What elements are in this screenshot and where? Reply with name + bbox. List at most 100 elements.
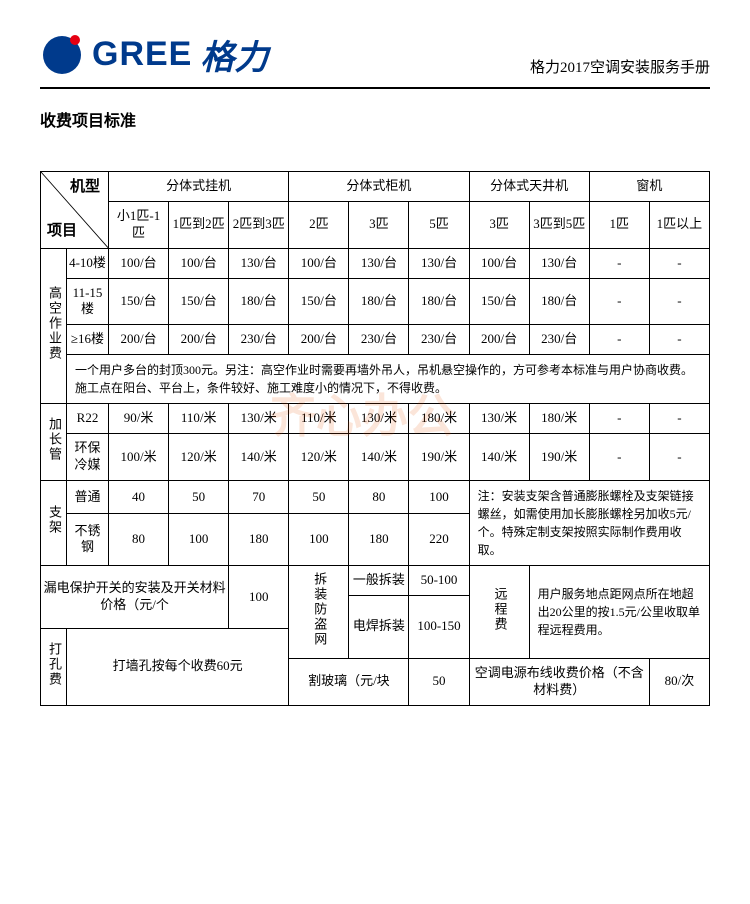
cell: 230/台 (349, 325, 409, 355)
cell: 120/米 (169, 434, 229, 481)
cell: 190/米 (409, 434, 469, 481)
sub-header: 2匹到3匹 (229, 201, 289, 248)
zhijia-note: 注：安装支架含普通膨胀螺栓及支架链接螺丝，如需使用加长膨胀螺栓另加收5元/个。特… (469, 480, 709, 565)
cell: 130/台 (529, 248, 589, 278)
corner-cell: 机型 项目 (41, 172, 109, 249)
cell: 40 (109, 480, 169, 513)
page-header: GREE 格力 格力2017空调安装服务手册 (40, 30, 710, 89)
cell: 130/米 (229, 404, 289, 434)
sub-label: 普通 (67, 480, 109, 513)
sub-header: 3匹 (469, 201, 529, 248)
sub-label: 11-15楼 (67, 278, 109, 325)
cell: 130/台 (229, 248, 289, 278)
corner-top: 机型 (70, 178, 100, 198)
cell: 180/台 (409, 278, 469, 325)
dakong-note: 打墙孔按每个收费60元 (67, 629, 289, 705)
pricing-table: 机型 项目 分体式挂机 分体式柜机 分体式天井机 窗机 小1匹-1匹 1匹到2匹… (40, 171, 710, 706)
sub-header: 3匹 (349, 201, 409, 248)
cell: 180/台 (529, 278, 589, 325)
sub-label: 电焊拆装 (349, 595, 409, 658)
cell: 230/台 (229, 325, 289, 355)
cell: 150/台 (169, 278, 229, 325)
cell: 70 (229, 480, 289, 513)
cell: 100 (289, 514, 349, 566)
cell: - (649, 325, 709, 355)
cell: 180 (349, 514, 409, 566)
cell: 130/台 (349, 248, 409, 278)
row-label-dakong: 打孔费 (41, 629, 67, 705)
cell: 120/米 (289, 434, 349, 481)
cell: 100/台 (289, 248, 349, 278)
cell: 220 (409, 514, 469, 566)
row-label-geboli: 割玻璃（元/块 (289, 658, 409, 705)
cell: 50 (289, 480, 349, 513)
cell: 130/台 (409, 248, 469, 278)
cell: - (649, 434, 709, 481)
cell: 140/米 (229, 434, 289, 481)
logo: GREE 格力 (40, 30, 268, 79)
sub-header: 5匹 (409, 201, 469, 248)
cell: 230/台 (529, 325, 589, 355)
row-label-jiachang: 加长管 (41, 404, 67, 481)
sub-header: 1匹以上 (649, 201, 709, 248)
sub-header: 2匹 (289, 201, 349, 248)
cell: 100/米 (109, 434, 169, 481)
sub-label: R22 (67, 404, 109, 434)
group-header: 窗机 (589, 172, 709, 202)
cell: - (589, 434, 649, 481)
cell: - (589, 248, 649, 278)
sub-label: 环保冷媒 (67, 434, 109, 481)
cell: 110/米 (169, 404, 229, 434)
cell: 140/米 (469, 434, 529, 481)
cell: 100 (169, 514, 229, 566)
loudian-val: 100 (229, 565, 289, 628)
cell: 100 (409, 480, 469, 513)
row-label-chaizhuang: 拆装防盗网 (289, 565, 349, 658)
cell: 180 (229, 514, 289, 566)
cell: 90/米 (109, 404, 169, 434)
sub-label: ≥16楼 (67, 325, 109, 355)
group-header: 分体式挂机 (109, 172, 289, 202)
gaokong-note: 一个用户多台的封顶300元。另注：高空作业时需要再墙外吊人，吊机悬空操作的，方可… (67, 355, 710, 404)
sub-header: 1匹 (589, 201, 649, 248)
cell: 80 (109, 514, 169, 566)
sub-header: 3匹到5匹 (529, 201, 589, 248)
yuancheng-note: 用户服务地点距网点所在地超出20公里的按1.5元/公里收取单程远程费用。 (529, 565, 709, 658)
cell: 230/台 (409, 325, 469, 355)
cell: - (589, 404, 649, 434)
sub-label: 4-10楼 (67, 248, 109, 278)
cell: - (649, 248, 709, 278)
cell: 180/米 (529, 404, 589, 434)
buxian-val: 80/次 (649, 658, 709, 705)
logo-text-en: GREE (92, 35, 192, 74)
cell: 100/台 (109, 248, 169, 278)
cell: 140/米 (349, 434, 409, 481)
cell: 180/台 (349, 278, 409, 325)
cell: 180/米 (409, 404, 469, 434)
sub-label: 不锈钢 (67, 514, 109, 566)
cell: 110/米 (289, 404, 349, 434)
cell: 50-100 (409, 565, 469, 595)
logo-mark (40, 33, 84, 77)
cell: 180/台 (229, 278, 289, 325)
row-label-loudian: 漏电保护开关的安装及开关材料价格（元/个 (41, 565, 229, 628)
cell: 100/台 (469, 248, 529, 278)
cell: - (589, 278, 649, 325)
cell: 80 (349, 480, 409, 513)
cell: 130/米 (469, 404, 529, 434)
row-label-gaokong: 高空作业费 (41, 248, 67, 404)
header-title: 格力2017空调安装服务手册 (530, 56, 710, 79)
cell: 200/台 (289, 325, 349, 355)
cell: 100-150 (409, 595, 469, 658)
geboli-val: 50 (409, 658, 469, 705)
corner-bottom: 项目 (47, 222, 77, 242)
cell: 100/台 (169, 248, 229, 278)
sub-header: 小1匹-1匹 (109, 201, 169, 248)
cell: - (589, 325, 649, 355)
cell: 200/台 (109, 325, 169, 355)
sub-header: 1匹到2匹 (169, 201, 229, 248)
sub-label: 一般拆装 (349, 565, 409, 595)
cell: 50 (169, 480, 229, 513)
section-title: 收费项目标准 (40, 107, 710, 131)
cell: 150/台 (289, 278, 349, 325)
